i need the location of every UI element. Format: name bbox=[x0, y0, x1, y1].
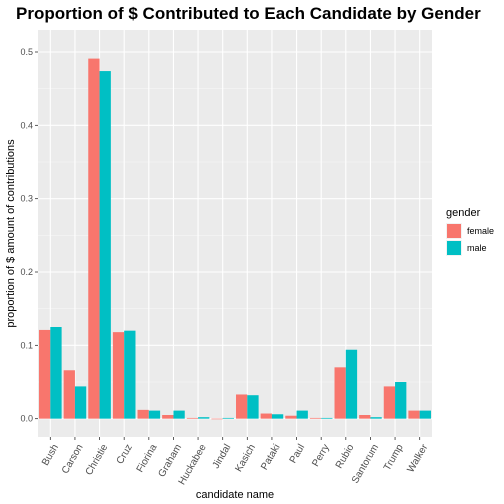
x-tick-label-paul: Paul bbox=[288, 443, 308, 466]
bar-male-jindal bbox=[222, 417, 234, 419]
bar-female-kasich bbox=[236, 394, 248, 419]
bar-male-graham bbox=[173, 410, 185, 419]
y-tick-label: 0.1 bbox=[20, 340, 33, 350]
bar-male-pataki bbox=[271, 414, 284, 419]
x-tick-label-cruz: Cruz bbox=[115, 443, 135, 467]
x-tick-label-christie: Christie bbox=[84, 442, 111, 477]
bar-female-pataki bbox=[260, 413, 272, 419]
y-tick-label: 0.2 bbox=[20, 267, 33, 277]
y-tick-label: 0.0 bbox=[20, 414, 33, 424]
y-tick-label: 0.5 bbox=[20, 47, 33, 57]
bar-male-trump bbox=[395, 382, 407, 419]
bar-male-carson bbox=[74, 386, 87, 419]
bar-male-rubio bbox=[345, 349, 358, 419]
x-tick-label-trump: Trump bbox=[382, 442, 406, 473]
bar-female-bush bbox=[39, 329, 51, 419]
bar-male-walker bbox=[419, 410, 431, 419]
bar-male-santorum bbox=[370, 417, 382, 419]
bar-female-graham bbox=[162, 415, 174, 419]
legend-label-female: female bbox=[467, 226, 494, 236]
bar-male-perry bbox=[321, 417, 333, 419]
bar-female-jindal bbox=[211, 418, 223, 420]
bar-male-christie bbox=[99, 71, 111, 419]
bar-female-cruz bbox=[112, 332, 125, 419]
y-tick-label: 0.3 bbox=[20, 194, 33, 204]
legend-swatch-female bbox=[447, 224, 461, 238]
x-axis-label: candidate name bbox=[196, 489, 274, 501]
legend-label-male: male bbox=[467, 243, 487, 253]
bar-female-perry bbox=[309, 417, 322, 419]
bar-male-bush bbox=[50, 327, 62, 419]
bar-male-huckabee bbox=[198, 417, 210, 419]
x-tick-label-kasich: Kasich bbox=[233, 443, 258, 474]
bar-female-trump bbox=[383, 386, 396, 419]
x-tick-label-jindal: Jindal bbox=[211, 443, 234, 471]
x-tick-label-bush: Bush bbox=[40, 443, 61, 468]
bar-female-carson bbox=[63, 370, 75, 419]
bar-female-huckabee bbox=[186, 417, 199, 419]
x-tick-label-walker: Walker bbox=[405, 442, 430, 475]
x-tick-label-pataki: Pataki bbox=[259, 443, 282, 473]
bar-female-rubio bbox=[334, 367, 346, 419]
legend-title: gender bbox=[446, 207, 481, 219]
x-tick-label-graham: Graham bbox=[157, 443, 185, 480]
y-tick-label: 0.4 bbox=[20, 120, 33, 130]
bar-male-paul bbox=[296, 410, 308, 419]
y-axis-label: proportion of $ amount of contributions bbox=[5, 139, 17, 328]
bar-male-kasich bbox=[247, 395, 259, 419]
x-tick-label-rubio: Rubio bbox=[334, 442, 357, 471]
x-tick-label-carson: Carson bbox=[60, 443, 86, 476]
legend-swatch-male bbox=[447, 241, 461, 255]
legend: gender female male bbox=[446, 207, 494, 256]
chart-title: Proportion of $ Contributed to Each Cand… bbox=[16, 4, 481, 23]
bar-male-fiorina bbox=[148, 410, 161, 419]
y-axis-ticks: 0.0 0.1 0.2 0.3 0.4 0.5 bbox=[20, 47, 38, 424]
bar-female-christie bbox=[88, 58, 100, 419]
bars bbox=[39, 58, 431, 420]
x-tick-label-fiorina: Fiorina bbox=[135, 442, 160, 474]
bar-female-fiorina bbox=[137, 409, 149, 419]
bar-female-santorum bbox=[359, 415, 371, 419]
bar-female-paul bbox=[285, 415, 297, 419]
bar-male-cruz bbox=[124, 330, 136, 419]
x-tick-label-perry: Perry bbox=[310, 443, 331, 469]
bar-female-walker bbox=[408, 410, 420, 419]
